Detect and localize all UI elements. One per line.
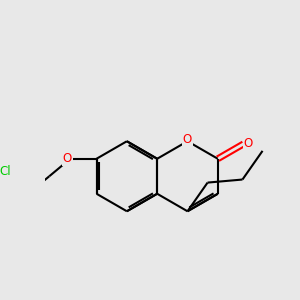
Text: O: O: [183, 133, 192, 146]
Text: Cl: Cl: [0, 164, 11, 178]
Text: O: O: [63, 152, 72, 165]
Text: O: O: [244, 137, 253, 150]
